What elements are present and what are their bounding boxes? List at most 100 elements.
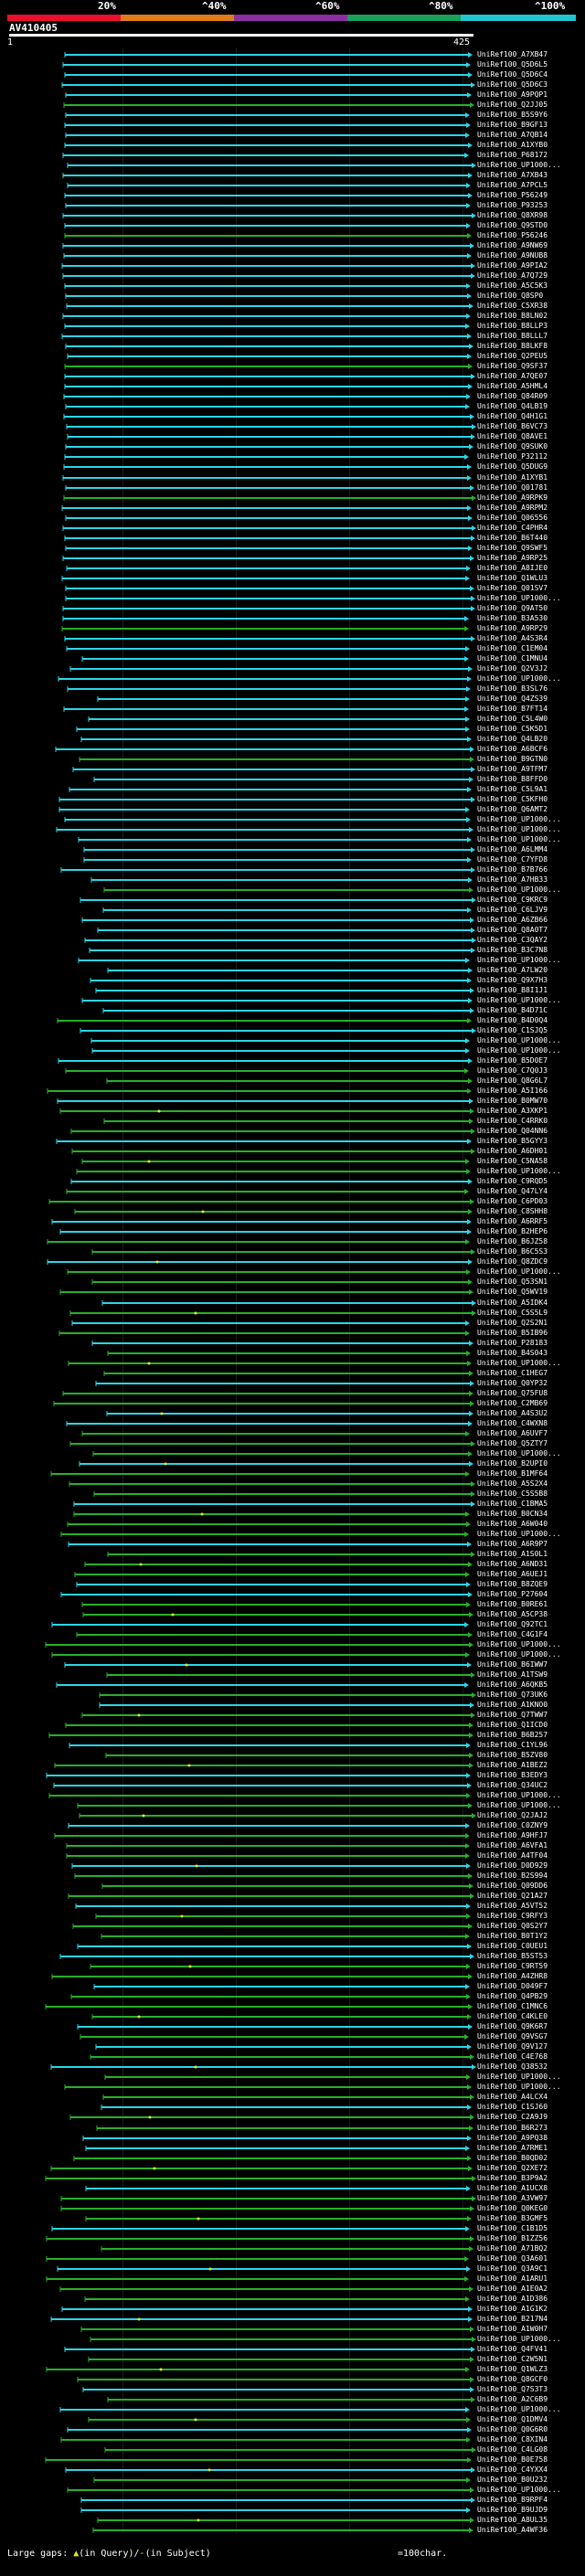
hit-label[interactable]: UniRef100_B0T1Y2	[477, 1932, 548, 1940]
hit-label[interactable]: UniRef100_Q4H1G1	[477, 412, 548, 420]
hit-label[interactable]: UniRef100_Q04NN6	[477, 1127, 548, 1135]
hit-bar[interactable]	[0, 1199, 585, 1204]
hit-label[interactable]: UniRef100_Q4FV41	[477, 2345, 548, 2353]
hit-bar[interactable]	[0, 1572, 585, 1577]
hit-label[interactable]: UniRef100_B4D71C	[477, 1006, 548, 1014]
hit-bar[interactable]	[0, 2507, 585, 2513]
hit-label[interactable]: UniRef100_Q8A0T7	[477, 926, 548, 934]
hit-label[interactable]: UniRef100_A6DH01	[477, 1147, 548, 1155]
hit-label[interactable]: UniRef100_Q73UK6	[477, 1691, 548, 1699]
hit-label[interactable]: UniRef100_UP1000...	[477, 2405, 561, 2413]
hit-label[interactable]: UniRef100_C7Q0J3	[477, 1066, 548, 1075]
hit-label[interactable]: UniRef100_B6R273	[477, 2124, 548, 2132]
hit-label[interactable]: UniRef100_B6B257	[477, 1731, 548, 1739]
hit-bar[interactable]	[0, 515, 585, 521]
hit-label[interactable]: UniRef100_A7HB33	[477, 875, 548, 884]
hit-label[interactable]: UniRef100_B0E758	[477, 2455, 548, 2464]
hit-bar[interactable]	[0, 2186, 585, 2191]
hit-bar[interactable]	[0, 505, 585, 511]
hit-bar[interactable]	[0, 2327, 585, 2332]
hit-label[interactable]: UniRef100_D0D929	[477, 1861, 548, 1870]
hit-bar[interactable]	[0, 1249, 585, 1255]
hit-label[interactable]: UniRef100_Q1WLU3	[477, 574, 548, 582]
hit-bar[interactable]	[0, 2387, 585, 2392]
hit-label[interactable]: UniRef100_A6RRF5	[477, 1217, 548, 1225]
hit-label[interactable]: UniRef100_A6ND31	[477, 1560, 548, 1568]
hit-bar[interactable]	[0, 1269, 585, 1275]
hit-label[interactable]: UniRef100_UP1000...	[477, 825, 561, 833]
hit-bar[interactable]	[0, 606, 585, 611]
hit-bar[interactable]	[0, 938, 585, 943]
hit-label[interactable]: UniRef100_A8UL35	[477, 2516, 548, 2524]
hit-bar[interactable]	[0, 183, 585, 188]
hit-bar[interactable]	[0, 2014, 585, 2019]
hit-bar[interactable]	[0, 1632, 585, 1638]
hit-bar[interactable]	[0, 384, 585, 389]
hit-label[interactable]: UniRef100_A3XKP1	[477, 1107, 548, 1115]
hit-bar[interactable]	[0, 2276, 585, 2282]
hit-label[interactable]: UniRef100_A9TFM7	[477, 765, 548, 773]
hit-label[interactable]: UniRef100_Q75FU8	[477, 1389, 548, 1397]
hit-label[interactable]: UniRef100_Q38532	[477, 2062, 548, 2071]
hit-bar[interactable]	[0, 1903, 585, 1909]
hit-bar[interactable]	[0, 616, 585, 621]
hit-label[interactable]: UniRef100_C1BMA5	[477, 1500, 548, 1508]
hit-label[interactable]: UniRef100_UP1000...	[477, 1359, 561, 1367]
hit-label[interactable]: UniRef100_B6IWW7	[477, 1660, 548, 1669]
hit-bar[interactable]	[0, 726, 585, 732]
hit-bar[interactable]	[0, 1823, 585, 1829]
hit-label[interactable]: UniRef100_A6LMM4	[477, 845, 548, 853]
hit-label[interactable]: UniRef100_Q8GCF0	[477, 2375, 548, 2383]
hit-label[interactable]: UniRef100_B3EDY3	[477, 1771, 548, 1779]
hit-bar[interactable]	[0, 978, 585, 983]
hit-bar[interactable]	[0, 1108, 585, 1114]
hit-label[interactable]: UniRef100_B0U232	[477, 2475, 548, 2484]
hit-bar[interactable]	[0, 454, 585, 460]
hit-bar[interactable]	[0, 948, 585, 953]
hit-label[interactable]: UniRef100_Q5D6L5	[477, 60, 548, 69]
hit-bar[interactable]	[0, 303, 585, 309]
hit-bar[interactable]	[0, 928, 585, 933]
hit-label[interactable]: UniRef100_UP1000...	[477, 2083, 561, 2091]
hit-bar[interactable]	[0, 2497, 585, 2503]
hit-label[interactable]: UniRef100_A6ZB66	[477, 916, 548, 924]
hit-label[interactable]: UniRef100_B5D0E7	[477, 1056, 548, 1065]
hit-label[interactable]: UniRef100_A9PIA2	[477, 261, 548, 270]
hit-label[interactable]: UniRef100_B9RPF4	[477, 2496, 548, 2504]
hit-bar[interactable]	[0, 2296, 585, 2302]
hit-label[interactable]: UniRef100_Q21A27	[477, 1892, 548, 1900]
hit-label[interactable]: UniRef100_Q01SV7	[477, 584, 548, 592]
hit-label[interactable]: UniRef100_Q3A9C1	[477, 2264, 548, 2273]
hit-bar[interactable]	[0, 897, 585, 903]
hit-bar[interactable]	[0, 1259, 585, 1265]
hit-label[interactable]: UniRef100_A6BCF6	[477, 745, 548, 753]
hit-bar[interactable]	[0, 1642, 585, 1648]
hit-bar[interactable]	[0, 2156, 585, 2161]
hit-bar[interactable]	[0, 596, 585, 601]
hit-label[interactable]: UniRef100_B0QD02	[477, 2154, 548, 2162]
hit-label[interactable]: UniRef100_A7LW20	[477, 966, 548, 974]
hit-bar[interactable]	[0, 2397, 585, 2402]
hit-label[interactable]: UniRef100_A3VW97	[477, 2194, 548, 2202]
hit-bar[interactable]	[0, 1381, 585, 1386]
hit-label[interactable]: UniRef100_Q2XE72	[477, 2164, 548, 2172]
hit-label[interactable]: UniRef100_Q7S3T3	[477, 2385, 548, 2393]
hit-bar[interactable]	[0, 414, 585, 419]
hit-bar[interactable]	[0, 1078, 585, 1084]
hit-label[interactable]: UniRef100_Q53SN1	[477, 1277, 548, 1286]
hit-bar[interactable]	[0, 857, 585, 863]
hit-label[interactable]: UniRef100_A6UEJ1	[477, 1570, 548, 1578]
hit-bar[interactable]	[0, 1702, 585, 1708]
hit-bar[interactable]	[0, 173, 585, 178]
hit-bar[interactable]	[0, 1219, 585, 1224]
hit-bar[interactable]	[0, 2457, 585, 2463]
hit-label[interactable]: UniRef100_Q2PEU5	[477, 352, 548, 360]
hit-label[interactable]: UniRef100_A7QE07	[477, 372, 548, 380]
hit-label[interactable]: UniRef100_C4RRK0	[477, 1117, 548, 1125]
hit-bar[interactable]	[0, 424, 585, 429]
hit-label[interactable]: UniRef100_Q5DUG9	[477, 462, 548, 471]
hit-label[interactable]: UniRef100_B8ZQE9	[477, 1580, 548, 1588]
hit-bar[interactable]	[0, 2377, 585, 2382]
hit-bar[interactable]	[0, 1501, 585, 1507]
hit-label[interactable]: UniRef100_P28183	[477, 1339, 548, 1347]
